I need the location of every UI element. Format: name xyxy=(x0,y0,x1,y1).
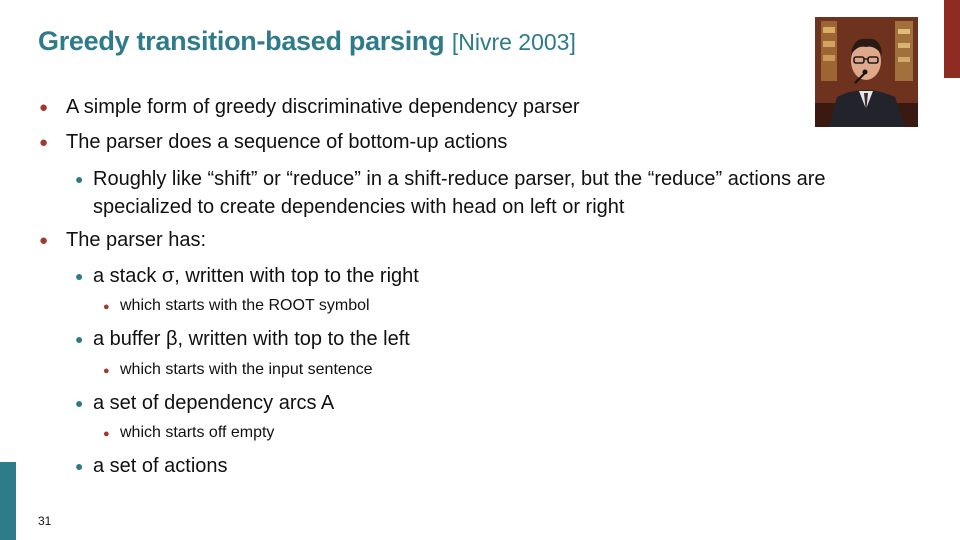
bullet-level2: ● a set of dependency arcs A xyxy=(75,389,335,417)
bullet-text: a set of actions xyxy=(93,455,228,477)
bullet-marker-icon: ● xyxy=(103,365,110,377)
bullet-marker-icon: ● xyxy=(39,99,49,116)
bullet-text: A simple form of greedy discriminative d… xyxy=(66,96,580,118)
bullet-marker-icon: ● xyxy=(75,395,84,411)
bullet-marker-icon: ● xyxy=(75,171,84,187)
bullet-level2: ● a buffer β, written with top to the le… xyxy=(75,325,410,353)
title-main: Greedy transition-based parsing xyxy=(38,26,445,56)
bullet-text: a set of dependency arcs A xyxy=(93,392,335,414)
bullet-marker-icon: ● xyxy=(75,331,84,347)
bullet-marker-icon: ● xyxy=(103,428,110,440)
bullet-level1: ● A simple form of greedy discriminative… xyxy=(39,96,580,119)
page-number: 31 xyxy=(38,514,52,528)
bullet-text: which starts with the ROOT symbol xyxy=(120,297,370,314)
bullet-level1: ● The parser has: xyxy=(39,229,207,252)
bullet-text: The parser does a sequence of bottom-up … xyxy=(66,131,508,153)
bullet-text-line2: specialized to create dependencies with … xyxy=(93,196,625,218)
bullet-marker-icon: ● xyxy=(75,268,84,284)
bullet-marker-icon: ● xyxy=(39,232,49,249)
bullet-level2: ● Roughly like “shift” or “reduce” in a … xyxy=(75,165,826,221)
bullet-level1: ● The parser does a sequence of bottom-u… xyxy=(39,131,508,154)
bullet-text: which starts with the input sentence xyxy=(120,361,373,378)
bullet-level2: ● a set of actions xyxy=(75,452,228,480)
bullet-level2: ● a stack σ, written with top to the rig… xyxy=(75,262,419,290)
accent-bar-left xyxy=(0,462,16,540)
bullet-text-line1: Roughly like “shift” or “reduce” in a sh… xyxy=(93,168,826,190)
person-photo xyxy=(815,17,918,127)
bullet-text: a buffer β, written with top to the left xyxy=(93,328,410,350)
bullet-level3: ● which starts with the ROOT symbol xyxy=(103,297,370,315)
bullet-marker-icon: ● xyxy=(39,134,49,151)
bullet-level3: ● which starts off empty xyxy=(103,424,275,442)
bullet-marker-icon: ● xyxy=(75,458,84,474)
bullet-text: which starts off empty xyxy=(120,424,275,441)
bullet-text: a stack σ, written with top to the right xyxy=(93,265,419,287)
bullet-marker-icon: ● xyxy=(103,301,110,313)
slide-title: Greedy transition-based parsing [Nivre 2… xyxy=(38,26,576,57)
title-citation: [Nivre 2003] xyxy=(451,29,576,55)
bullet-text: The parser has: xyxy=(66,229,207,251)
accent-bar-right xyxy=(944,0,960,78)
bullet-level3: ● which starts with the input sentence xyxy=(103,361,373,379)
